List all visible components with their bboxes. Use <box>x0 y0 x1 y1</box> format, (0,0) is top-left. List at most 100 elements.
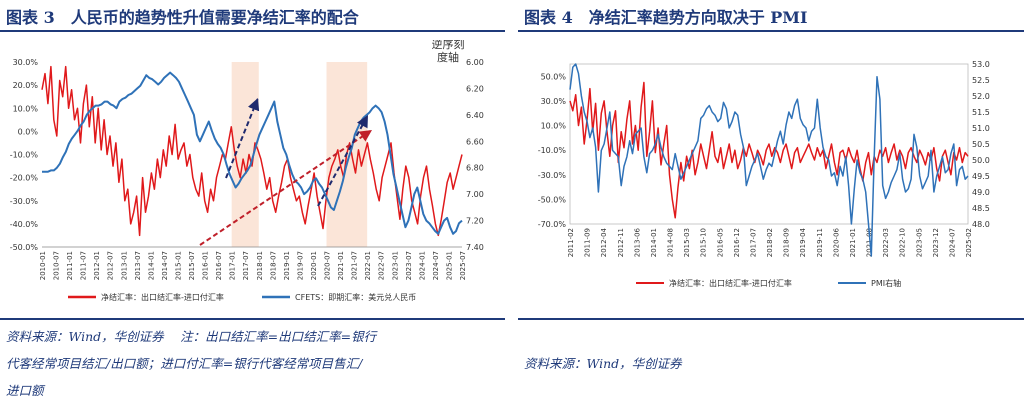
x-tick: 2016-07 <box>215 251 223 280</box>
x-tick: 2011-07 <box>80 251 88 280</box>
x-tick: 2018-02 <box>766 228 774 257</box>
x-tick: 2023-01 <box>391 251 399 280</box>
figure-3-title: 图表 3 人民币的趋势性升值需要净结汇率的配合 <box>6 8 359 27</box>
x-tick: 2021-01 <box>337 251 345 280</box>
y-tick-right: 7.00 <box>466 190 484 199</box>
x-tick: 2017-07 <box>242 251 250 280</box>
y-tick-right: 52.0 <box>972 92 990 101</box>
y-tick-right: 6.80 <box>466 164 484 173</box>
x-tick: 2013-01 <box>120 251 128 280</box>
x-tick: 2016-01 <box>202 251 210 280</box>
x-tick: 2019-11 <box>816 228 824 257</box>
source-rule <box>518 318 1024 320</box>
x-tick: 2016-12 <box>733 228 741 257</box>
title-rule <box>518 30 1024 32</box>
figure-3-panel: 图表 3 人民币的趋势性升值需要净结汇率的配合 30.0% 20.0% 10.0% 0… <box>0 0 505 407</box>
x-tick: 2023-07 <box>405 251 413 280</box>
x-tick: 2023-12 <box>932 228 940 257</box>
source-rule <box>0 318 505 320</box>
x-tick: 2012-04 <box>600 227 608 257</box>
x-tick: 2021-07 <box>351 251 359 280</box>
figure-4-source: 资料来源：Wind，华创证券 <box>524 350 682 377</box>
x-tick: 2014-01 <box>650 228 658 257</box>
y-tick-right: 52.5 <box>972 76 990 85</box>
y-tick-right: 51.0 <box>972 124 990 133</box>
x-tick: 2017-07 <box>749 228 757 257</box>
figure-3-source: 资料来源：Wind，华创证券 注：出口结汇率=出口结汇率=银行 代客经常项目结汇… <box>6 323 376 404</box>
series-line <box>569 63 969 257</box>
x-tick: 2012-01 <box>93 251 101 280</box>
y-tick-right: 7.20 <box>466 217 484 226</box>
x-tick: 2020-06 <box>832 227 840 257</box>
figure-4-title: 图表 4 净结汇率趋势方向取决于 PMI <box>524 8 808 27</box>
x-tick: 2010-07 <box>53 251 61 280</box>
series-line <box>569 81 969 219</box>
x-tick: 2012-07 <box>107 251 115 280</box>
x-tick: 2021-01 <box>849 228 857 257</box>
y-tick-left: -10.0% <box>10 151 39 160</box>
x-tick: 2024-07 <box>432 251 440 280</box>
title-rule <box>0 30 505 32</box>
x-tick: 2015-01 <box>174 251 182 280</box>
x-tick: 2020-07 <box>324 251 332 280</box>
y-tick-left: 0.0% <box>18 127 39 136</box>
x-tick: 2022-10 <box>899 228 907 257</box>
y-tick-left: -10.0% <box>538 146 567 155</box>
y-tick-left: -30.0% <box>538 171 567 180</box>
source-line: 资料来源：Wind，华创证券 注：出口结汇率=出口结汇率=银行 <box>6 329 377 344</box>
figure-4-chart: 50.0% 30.0% 10.0% -10.0% -30.0% -50.0% -70.0% 5… <box>538 60 990 288</box>
y-tick-left: -30.0% <box>10 197 39 206</box>
source-line: 资料来源：Wind，华创证券 <box>524 356 682 371</box>
y-tick-left: 30.0% <box>13 58 39 67</box>
figure-3-chart: 30.0% 20.0% 10.0% 0.0% -10.0% -20.0% -30.0% -40… <box>10 40 484 302</box>
y-tick-left: 30.0% <box>541 97 567 106</box>
y-tick-right: 6.20 <box>466 84 484 93</box>
y-tick-left: 10.0% <box>13 104 39 113</box>
y-tick-left: -20.0% <box>10 174 39 183</box>
y-tick-left: 10.0% <box>541 122 567 131</box>
x-tick: 2013-07 <box>134 251 142 280</box>
x-tick: 2020-01 <box>310 251 318 280</box>
x-tick: 2025-01 <box>445 251 453 280</box>
y-tick-left: -50.0% <box>538 195 567 204</box>
x-tick: 2015-10 <box>700 228 708 257</box>
y-tick-left: -40.0% <box>10 220 39 229</box>
x-tick: 2014-07 <box>161 251 169 280</box>
x-tick: 2011-02 <box>567 228 575 257</box>
trend-arrow-blue <box>317 114 369 207</box>
legend-label: CFETS：即期汇率：美元兑人民币 <box>295 292 416 302</box>
x-tick: 2014-01 <box>147 251 155 280</box>
y-tick-right: 49.0 <box>972 188 990 197</box>
legend-label: 净结汇率：出口结汇率-进口付汇率 <box>101 292 224 302</box>
x-tick: 2022-01 <box>364 251 372 280</box>
plot-frame <box>569 63 969 225</box>
x-tick: 2022-07 <box>378 251 386 280</box>
x-tick: 2019-04 <box>799 227 807 257</box>
y-tick-right: 48.5 <box>972 204 990 213</box>
x-tick: 2016-05 <box>716 228 724 257</box>
y-tick-right: 50.5 <box>972 140 990 149</box>
series-line <box>42 71 463 235</box>
x-tick: 2024-01 <box>418 251 426 280</box>
x-tick: 2012-11 <box>617 228 625 257</box>
series-line <box>41 65 463 237</box>
x-tick: 2019-01 <box>283 251 291 280</box>
x-tick: 2011-01 <box>66 251 74 280</box>
y-tick-right: 51.5 <box>972 108 990 117</box>
x-tick: 2025-02 <box>965 228 973 257</box>
x-tick: 2022-03 <box>882 228 890 257</box>
right-axis-note: 逆序刻 <box>432 40 465 51</box>
y-tick-left: 50.0% <box>541 72 567 81</box>
x-tick: 2015-07 <box>188 251 196 280</box>
x-tick: 2013-06 <box>633 227 641 257</box>
y-tick-right: 53.0 <box>972 60 990 69</box>
trend-arrow-red <box>199 129 373 246</box>
x-tick: 2011-09 <box>584 228 592 257</box>
x-tick: 2017-01 <box>229 251 237 280</box>
y-tick-right: 6.00 <box>466 58 484 67</box>
x-tick: 2010-01 <box>39 251 47 280</box>
x-tick: 2015-03 <box>683 228 691 257</box>
x-tick: 2025-07 <box>459 251 467 280</box>
legend-label: PMI右轴 <box>871 278 901 288</box>
y-tick-left: 20.0% <box>13 81 39 90</box>
